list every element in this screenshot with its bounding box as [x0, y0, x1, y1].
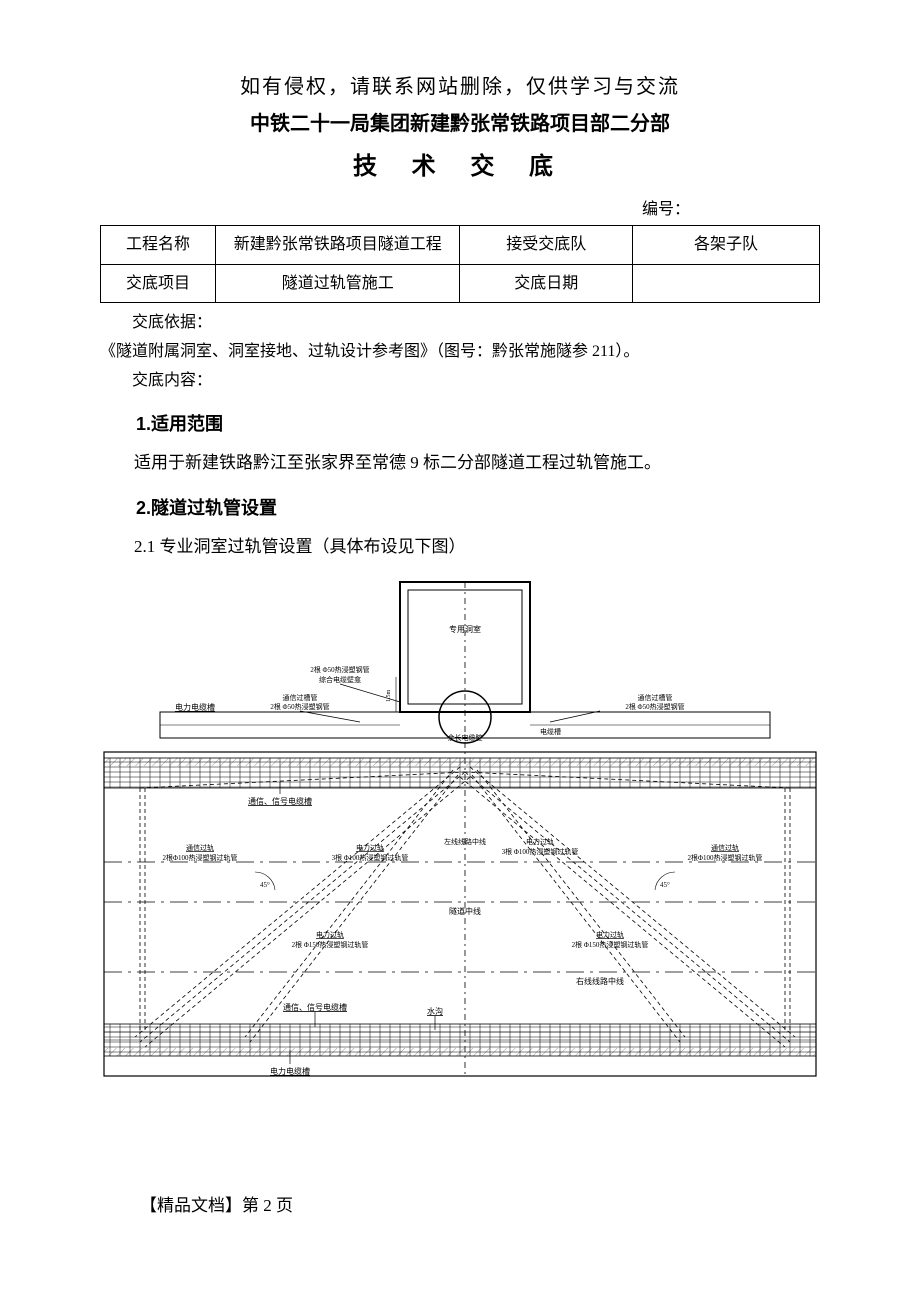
label-right-pipe-b: 2根 Φ50热浸塑钢管 — [625, 702, 684, 711]
label-tunnel-center: 隧道中线 — [449, 906, 481, 916]
label-left-pipe2a: 通信过槽管 — [283, 693, 318, 702]
tunnel-diagram: 专用洞室 余长电缆腔 电力电缆槽 电缆槽 2根 Φ50热浸塑钢管 综合电缆壁龛 … — [100, 572, 820, 1082]
basis-text: 《隧道附属洞室、洞室接地、过轨设计参考图》（图号：黔张常施隧参 211）。 — [100, 338, 820, 367]
label-right-line: 右线线路中线 — [576, 976, 624, 986]
label-mid-left-b: 3根 Φ100热浸塑钢过轨管 — [332, 853, 409, 862]
cell-item: 隧道过轨管施工 — [216, 264, 460, 303]
section-1-body: 适用于新建铁路黔江至张家界至常德 9 标二分部隧道工程过轨管施工。 — [100, 446, 820, 480]
label-left-track-b: 2根Φ100热浸塑钢过轨管 — [162, 853, 237, 862]
label-left-pipe1b: 综合电缆壁龛 — [319, 675, 361, 684]
label-right-track-b: 2根Φ100热浸塑钢过轨管 — [687, 853, 762, 862]
label-bottom-comm: 通信、信号电缆槽 — [283, 1002, 347, 1012]
basis-block: 交底依据： 《隧道附属洞室、洞室接地、过轨设计参考图》（图号：黔张常施隧参 21… — [100, 309, 820, 395]
label-angle-r: 45° — [660, 881, 670, 889]
diagram-container: 专用洞室 余长电缆腔 电力电缆槽 电缆槽 2根 Φ50热浸塑钢管 综合电缆壁龛 … — [100, 572, 820, 1087]
table-row: 交底项目 隧道过轨管施工 交底日期 — [101, 264, 820, 303]
section-2-1: 2.1 专业洞室过轨管设置（具体布设见下图） — [100, 530, 820, 564]
organization-name: 中铁二十一局集团新建黔张常铁路项目部二分部 — [100, 107, 820, 136]
basis-label: 交底依据： — [100, 309, 820, 338]
copyright-notice: 如有侵权，请联系网站删除，仅供学习与交流 — [100, 70, 820, 99]
meta-table: 工程名称 新建黔张常铁路项目隧道工程 接受交底队 各架子队 交底项目 隧道过轨管… — [100, 225, 820, 303]
label-right-track-a: 通信过轨 — [711, 843, 739, 852]
cell-project-name: 新建黔张常铁路项目隧道工程 — [216, 226, 460, 265]
svg-text:1.5m: 1.5m — [386, 689, 392, 702]
label-right-pipe-a: 通信过槽管 — [638, 693, 673, 702]
content-label: 交底内容： — [100, 367, 820, 396]
label-left-cable: 电力电缆槽 — [175, 702, 215, 712]
label-right-cable: 电缆槽 — [540, 727, 561, 736]
label-angle-l: 45° — [260, 881, 270, 889]
document-title: 技 术 交 底 — [100, 146, 820, 181]
table-row: 工程名称 新建黔张常铁路项目隧道工程 接受交底队 各架子队 — [101, 226, 820, 265]
label-left-track-a: 通信过轨 — [186, 843, 214, 852]
serial-number-label: 编号： — [100, 195, 820, 219]
label-mid-center-r: 电力过轨 — [526, 837, 554, 846]
label-bottom-power: 电力电缆槽 — [270, 1066, 310, 1076]
cell-team-label: 接受交底队 — [460, 226, 633, 265]
section-2-title: 2.隧道过轨管设置 — [100, 494, 820, 520]
label-gutter: 水沟 — [427, 1006, 443, 1016]
label-power-l-b: 2根 Φ150热浸塑钢过轨管 — [292, 940, 369, 949]
cell-date-label: 交底日期 — [460, 264, 633, 303]
cell-team: 各架子队 — [633, 226, 820, 265]
cell-date — [633, 264, 820, 303]
label-left-pipe2b: 2根 Φ50热浸塑钢管 — [270, 702, 329, 711]
page-footer: 【精品文档】第 2 页 — [140, 1191, 293, 1216]
label-mid-center-l: 左线线路中线 — [444, 837, 486, 846]
cell-item-label: 交底项目 — [101, 264, 216, 303]
svg-text:3根 Φ100热浸塑钢过轨管: 3根 Φ100热浸塑钢过轨管 — [502, 847, 579, 856]
label-left-pipe1a: 2根 Φ50热浸塑钢管 — [310, 665, 369, 674]
label-power-r-a: 电力过轨 — [596, 930, 624, 939]
label-power-r-b: 2根 Φ150热浸塑钢过轨管 — [572, 940, 649, 949]
label-comm-slot: 通信、信号电缆槽 — [248, 796, 312, 806]
label-mid-left-a: 电力过轨 — [356, 843, 384, 852]
label-power-l-a: 电力过轨 — [316, 930, 344, 939]
cell-project-name-label: 工程名称 — [101, 226, 216, 265]
section-1-title: 1.适用范围 — [100, 410, 820, 436]
